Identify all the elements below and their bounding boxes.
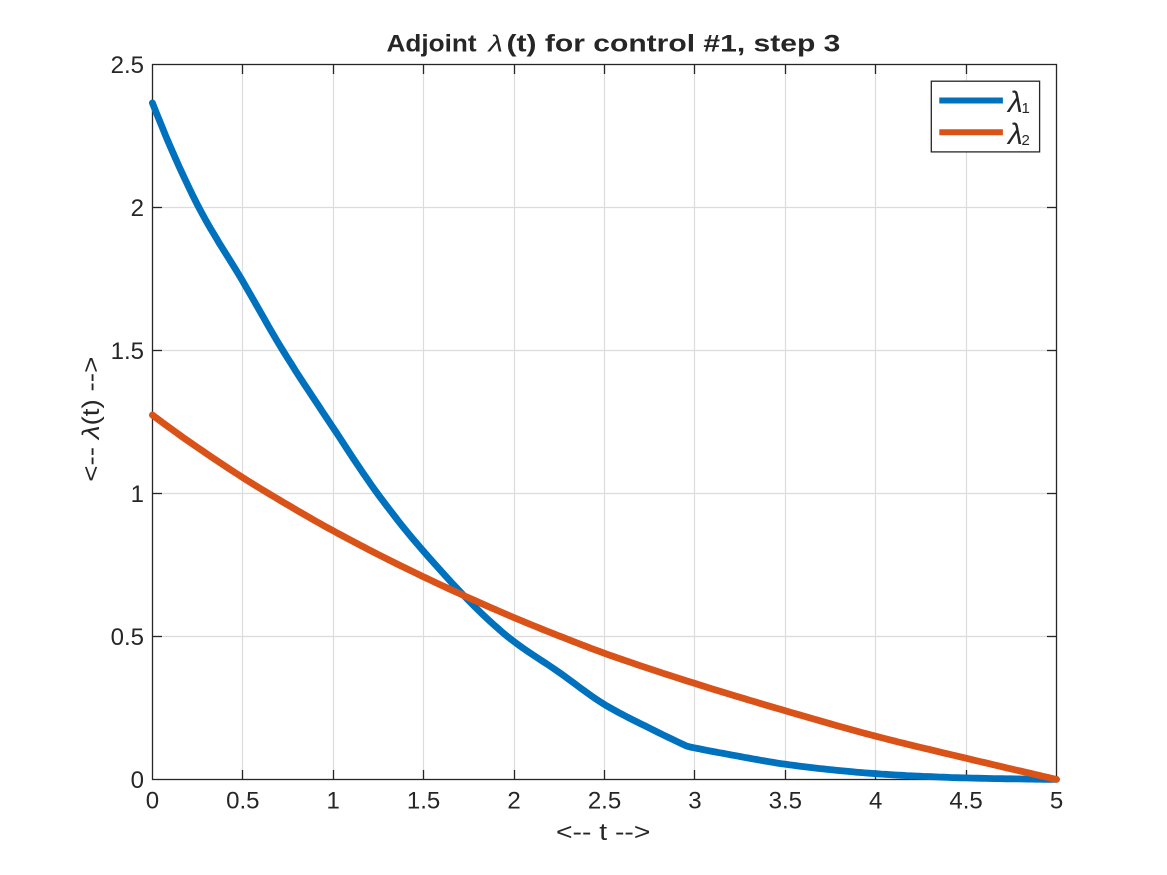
svg-text:1.5: 1.5	[111, 338, 144, 365]
svg-text:2: 2	[131, 195, 144, 222]
svg-text:3: 3	[688, 788, 701, 815]
svg-text:1.5: 1.5	[407, 788, 440, 815]
svg-text:5: 5	[1050, 788, 1063, 815]
svg-text:λ: λ	[486, 30, 503, 57]
svg-text:2.5: 2.5	[111, 52, 144, 79]
svg-text:2: 2	[507, 788, 520, 815]
svg-text:λ: λ	[1006, 118, 1023, 151]
svg-text:(t) for control #1, step 3: (t) for control #1, step 3	[507, 29, 841, 56]
svg-text:λ: λ	[1006, 86, 1023, 119]
svg-text:<-- t -->: <-- t -->	[556, 818, 650, 845]
svg-text:1: 1	[327, 788, 340, 815]
svg-text:1: 1	[131, 481, 144, 508]
svg-text:0: 0	[146, 788, 159, 815]
svg-text:2: 2	[1022, 132, 1030, 149]
svg-text:4: 4	[869, 788, 882, 815]
svg-text:0.5: 0.5	[226, 788, 259, 815]
svg-text:Adjoint: Adjoint	[387, 30, 478, 57]
svg-text:2.5: 2.5	[588, 788, 621, 815]
svg-text:0: 0	[131, 767, 144, 794]
svg-text:4.5: 4.5	[949, 788, 982, 815]
svg-text:1: 1	[1022, 100, 1030, 117]
svg-text:0.5: 0.5	[111, 624, 144, 651]
svg-text:3.5: 3.5	[769, 788, 802, 815]
svg-text:<-- λ(t) -->: <-- λ(t) -->	[77, 357, 105, 482]
